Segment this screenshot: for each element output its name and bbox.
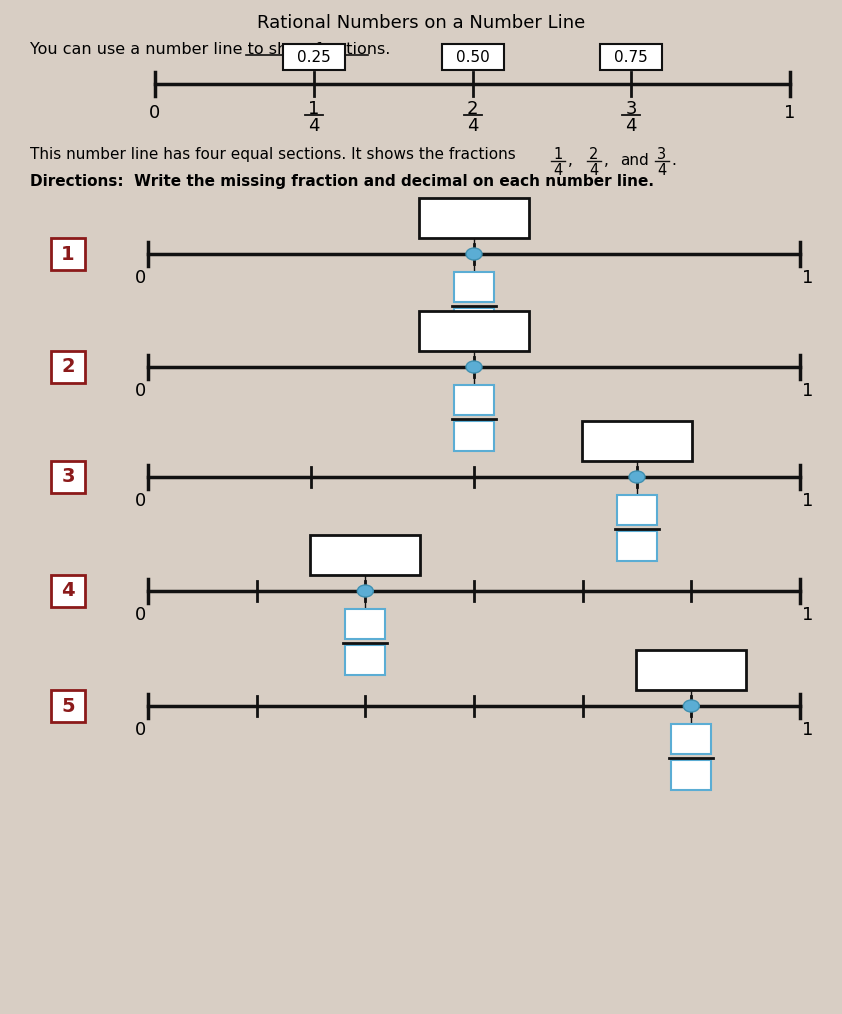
Text: 1: 1 — [802, 492, 813, 510]
Text: ,: , — [604, 153, 609, 168]
Bar — [51, 690, 85, 722]
Text: 0: 0 — [135, 606, 146, 624]
Text: 0: 0 — [135, 492, 146, 510]
Bar — [454, 385, 494, 415]
Bar — [454, 308, 494, 338]
Text: Directions:  Write the missing fraction and decimal on each number line.: Directions: Write the missing fraction a… — [30, 174, 654, 189]
Bar — [441, 44, 504, 70]
Bar — [51, 575, 85, 607]
Text: 0: 0 — [149, 104, 161, 122]
Text: 4: 4 — [466, 117, 478, 135]
Text: You can use a number line to show fractions.: You can use a number line to show fracti… — [30, 42, 391, 57]
Ellipse shape — [466, 248, 482, 260]
Ellipse shape — [684, 700, 700, 712]
Ellipse shape — [629, 470, 645, 483]
Text: 4: 4 — [626, 117, 637, 135]
Text: 0: 0 — [135, 721, 146, 739]
Bar — [454, 421, 494, 451]
Text: 0.25: 0.25 — [297, 50, 331, 65]
Text: 3: 3 — [626, 100, 637, 118]
Ellipse shape — [357, 585, 373, 597]
Text: ,: , — [568, 153, 573, 168]
Text: 0.75: 0.75 — [615, 50, 648, 65]
Bar — [454, 272, 494, 302]
Text: 2: 2 — [589, 147, 599, 162]
Ellipse shape — [466, 361, 482, 373]
Text: 0: 0 — [135, 269, 146, 287]
Text: 1: 1 — [802, 721, 813, 739]
Bar — [419, 198, 529, 238]
Bar — [51, 351, 85, 383]
Bar — [419, 311, 529, 351]
Text: 2: 2 — [466, 100, 478, 118]
Text: This number line has four equal sections. It shows the fractions: This number line has four equal sections… — [30, 147, 516, 162]
Text: 4: 4 — [553, 163, 562, 178]
Bar — [51, 238, 85, 270]
Text: 4: 4 — [589, 163, 599, 178]
Bar — [345, 645, 386, 675]
Bar — [51, 461, 85, 493]
Text: 0.50: 0.50 — [456, 50, 489, 65]
Bar — [600, 44, 663, 70]
Bar — [617, 531, 657, 561]
Text: 1: 1 — [553, 147, 562, 162]
Text: 1: 1 — [784, 104, 796, 122]
Text: 1: 1 — [802, 382, 813, 400]
Text: 1: 1 — [308, 100, 319, 118]
Text: 3: 3 — [61, 467, 75, 487]
Text: 1: 1 — [61, 244, 75, 264]
Bar — [345, 609, 386, 639]
Bar — [311, 535, 420, 575]
Text: 5: 5 — [61, 697, 75, 716]
Bar — [671, 760, 711, 790]
Bar — [582, 421, 692, 461]
Text: 1: 1 — [802, 606, 813, 624]
Text: 0: 0 — [135, 382, 146, 400]
Text: .: . — [671, 153, 676, 168]
Bar — [283, 44, 344, 70]
Text: 4: 4 — [61, 581, 75, 600]
Text: 4: 4 — [308, 117, 319, 135]
Text: 1: 1 — [802, 269, 813, 287]
Bar — [617, 495, 657, 525]
Text: and: and — [620, 153, 648, 168]
Text: 2: 2 — [61, 358, 75, 376]
Bar — [637, 650, 746, 690]
Text: Rational Numbers on a Number Line: Rational Numbers on a Number Line — [257, 14, 585, 32]
Bar — [671, 724, 711, 754]
Text: 3: 3 — [658, 147, 667, 162]
Text: 4: 4 — [658, 163, 667, 178]
